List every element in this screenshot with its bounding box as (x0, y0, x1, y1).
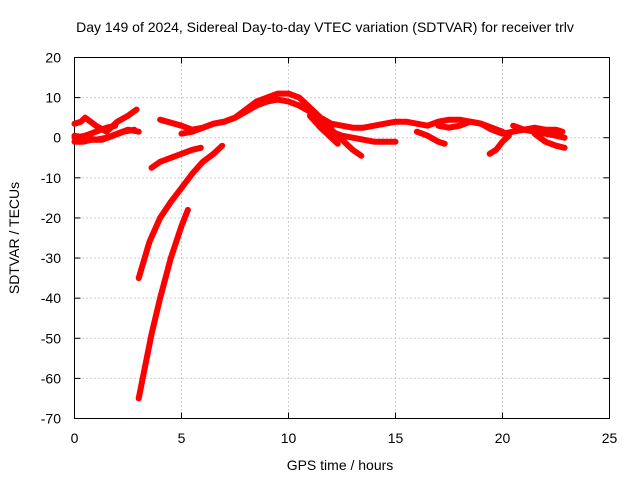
series-arc-16 (531, 130, 568, 151)
series-arc-15 (486, 132, 512, 157)
series-arc-4 (71, 122, 119, 141)
x-tick-labels: 0 5 10 15 20 25 (71, 430, 618, 446)
series-arc-13 (413, 128, 448, 147)
y-tick-label: 0 (53, 130, 61, 146)
y-tick-label: 20 (45, 50, 61, 66)
y-axis-label: SDTVAR / TECUs (6, 182, 22, 294)
y-tick-label: -20 (41, 210, 61, 226)
series-arc-10 (306, 112, 341, 147)
x-tick-label: 0 (71, 430, 79, 446)
x-tick-label: 15 (388, 430, 404, 446)
series-arc-5 (135, 142, 226, 282)
x-axis-label: GPS time / hours (287, 457, 394, 473)
y-tick-label: -70 (41, 411, 61, 427)
series-arc-14 (435, 118, 506, 135)
y-tick-label: -10 (41, 170, 61, 186)
series-arc-2 (71, 126, 138, 145)
y-tick-labels: -70 -60 -50 -40 -30 -20 -10 0 10 20 (41, 50, 61, 427)
y-tick-label: -50 (41, 330, 61, 346)
axis-ticks (74, 57, 610, 419)
x-tick-label: 10 (281, 430, 297, 446)
series-group (71, 90, 568, 402)
x-tick-label: 5 (178, 430, 186, 446)
series-arc-12 (328, 128, 399, 145)
series-arc-6 (135, 206, 191, 402)
series-arc-11 (317, 118, 365, 159)
series-arc-9 (178, 96, 335, 137)
y-tick-label: -60 (41, 370, 61, 386)
x-tick-label: 20 (495, 430, 511, 446)
chart-title: Day 149 of 2024, Sidereal Day-to-day VTE… (76, 19, 574, 35)
grid (74, 57, 610, 419)
series-arc-7 (148, 144, 204, 171)
y-tick-label: -40 (41, 290, 61, 306)
y-tick-label: 10 (45, 90, 61, 106)
y-tick-label: -30 (41, 250, 61, 266)
series-arc-17 (510, 122, 568, 141)
plot-frame (74, 57, 610, 419)
x-tick-label: 25 (602, 430, 618, 446)
